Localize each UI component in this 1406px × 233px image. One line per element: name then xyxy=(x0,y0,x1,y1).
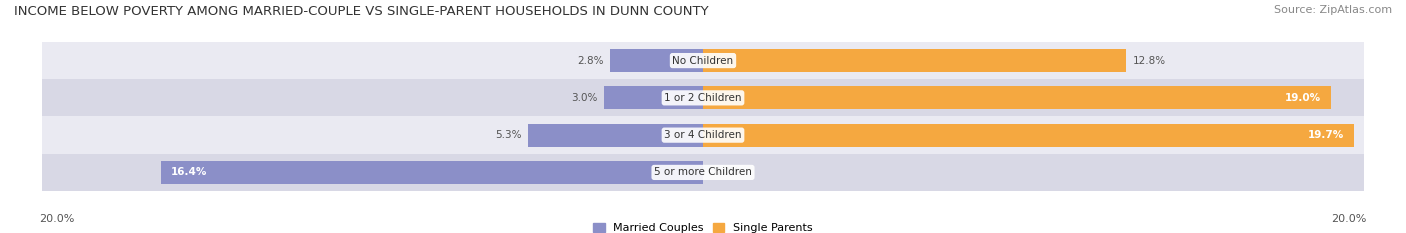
Text: Source: ZipAtlas.com: Source: ZipAtlas.com xyxy=(1274,5,1392,15)
Bar xyxy=(42,79,1364,116)
Text: 19.0%: 19.0% xyxy=(1285,93,1320,103)
Bar xyxy=(527,123,703,147)
Text: 12.8%: 12.8% xyxy=(1133,56,1166,65)
Text: 2.8%: 2.8% xyxy=(578,56,605,65)
Text: INCOME BELOW POVERTY AMONG MARRIED-COUPLE VS SINGLE-PARENT HOUSEHOLDS IN DUNN CO: INCOME BELOW POVERTY AMONG MARRIED-COUPL… xyxy=(14,5,709,18)
Bar xyxy=(42,116,1364,154)
Text: 20.0%: 20.0% xyxy=(1331,214,1367,224)
Text: 3.0%: 3.0% xyxy=(571,93,598,103)
Text: 19.7%: 19.7% xyxy=(1308,130,1344,140)
Bar xyxy=(703,49,1126,72)
Text: 5.3%: 5.3% xyxy=(495,130,522,140)
Text: 3 or 4 Children: 3 or 4 Children xyxy=(664,130,742,140)
Bar xyxy=(42,42,1364,79)
Bar xyxy=(610,49,703,72)
Bar xyxy=(703,123,1354,147)
Bar xyxy=(42,154,1364,191)
Bar xyxy=(162,161,703,184)
Text: 5 or more Children: 5 or more Children xyxy=(654,168,752,177)
Legend: Married Couples, Single Parents: Married Couples, Single Parents xyxy=(589,219,817,233)
Text: 0.0%: 0.0% xyxy=(713,168,740,177)
Bar xyxy=(605,86,703,110)
Text: 20.0%: 20.0% xyxy=(39,214,75,224)
Text: 1 or 2 Children: 1 or 2 Children xyxy=(664,93,742,103)
Text: No Children: No Children xyxy=(672,56,734,65)
Bar xyxy=(703,86,1330,110)
Text: 16.4%: 16.4% xyxy=(172,168,208,177)
